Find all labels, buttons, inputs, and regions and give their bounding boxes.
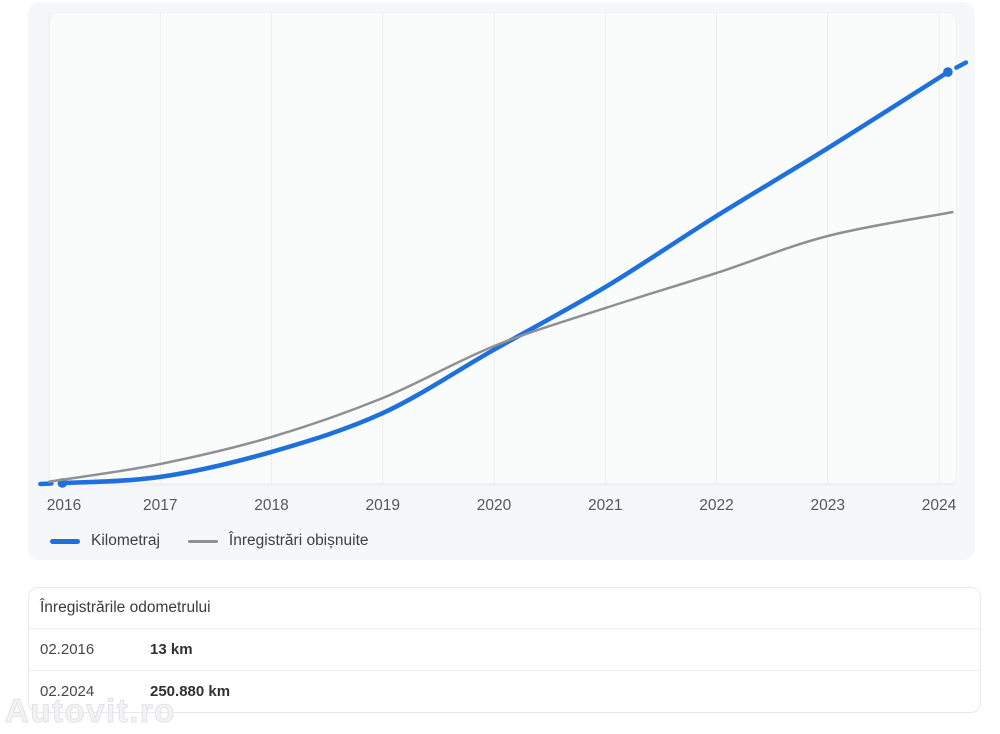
x-axis-label: 2021: [588, 497, 622, 514]
inregistrari-line-swatch: [187, 539, 218, 543]
mileage-chart-card: 2016 2017 2018 2019 2020 2021 2022 2023 2024 Kil…: [28, 2, 975, 560]
x-axis-label: 2024: [922, 497, 957, 514]
table-row: 02.2024 250.880 km: [29, 670, 980, 712]
x-axis-label: 2020: [477, 497, 512, 514]
x-axis-label: 2023: [811, 497, 845, 514]
record-date: 02.2024: [40, 683, 95, 700]
chart-plot-area[interactable]: [49, 12, 957, 486]
legend-label-inregistrari-obisnuite: Înregistrări obișnuite: [228, 532, 369, 549]
series-edge-dash-start: [38, 481, 54, 487]
data-point-last-record[interactable]: [943, 67, 953, 77]
record-value: 250.880 km: [150, 683, 231, 700]
series-line--nregistr-ri-obi-nuite: [47, 210, 954, 483]
record-value: 13 km: [150, 641, 193, 658]
odometer-records-title: Înregistrările odometrului: [29, 588, 980, 629]
chart-legend: Kilometraj Înregistrări obișnuite: [50, 532, 369, 550]
mileage-line-chart[interactable]: 2016 2017 2018 2019 2020 2021 2022 2023 2024: [28, 2, 975, 560]
x-axis-label: 2022: [699, 497, 733, 514]
legend-label-kilometraj: Kilometraj: [91, 532, 160, 549]
odometer-records-card: Înregistrările odometrului 02.2016 13 km…: [28, 587, 981, 713]
record-date: 02.2016: [40, 641, 95, 658]
x-axis-label: 2016: [47, 497, 81, 514]
series-line-kilometraj: [60, 69, 951, 486]
x-axis-label: 2019: [366, 497, 400, 514]
table-row: 02.2016 13 km: [29, 629, 980, 670]
legend-item-kilometraj[interactable]: Kilometraj: [50, 532, 160, 550]
x-axis-label: 2017: [143, 497, 177, 514]
kilometraj-line-swatch: [50, 538, 80, 544]
x-axis-label: 2018: [254, 497, 288, 514]
series-edge-dash-end: [954, 60, 969, 70]
legend-item-inregistrari-obisnuite[interactable]: Înregistrări obișnuite: [187, 532, 369, 550]
